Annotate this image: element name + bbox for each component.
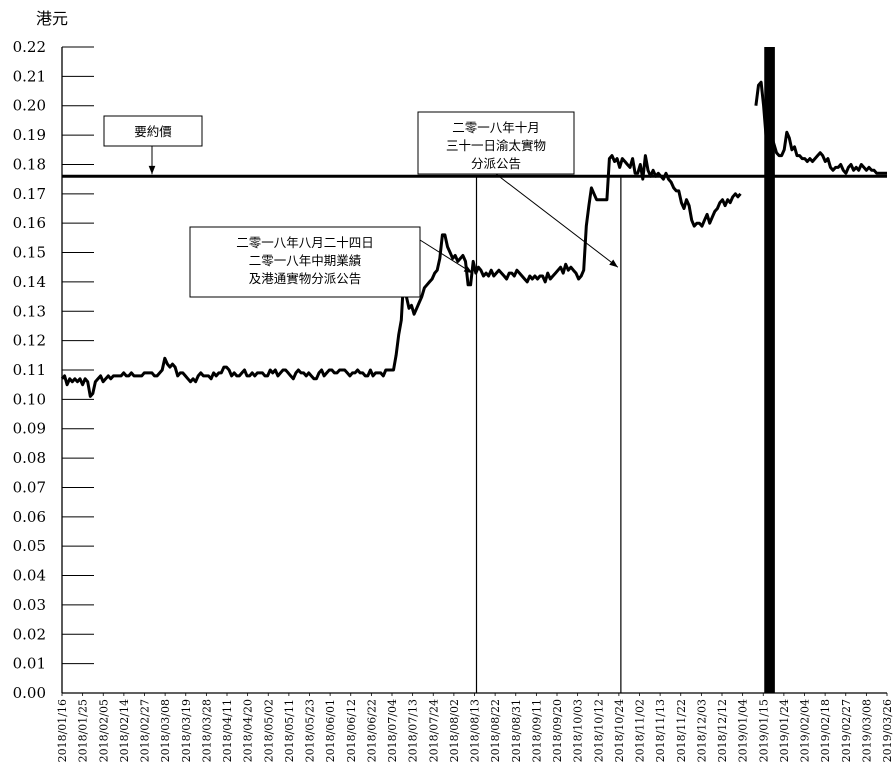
- x-tick-label: 2018/01/25: [77, 699, 90, 762]
- x-tick-label: 2018/08/13: [469, 699, 482, 762]
- offer-price-arrow-head: [148, 165, 156, 175]
- x-tick-label: 2019/02/18: [819, 699, 832, 762]
- x-tick-label: 2018/12/12: [716, 699, 729, 762]
- x-tick-label: 2018/09/20: [551, 699, 564, 762]
- x-tick-label: 2018/10/24: [613, 699, 626, 762]
- x-tick-label: 2018/10/03: [572, 699, 585, 762]
- x-tick-label: 2018/08/31: [510, 699, 523, 762]
- distribution-annotation-text: 三十一日渝太實物: [446, 138, 546, 153]
- x-tick-label: 2018/05/02: [262, 699, 275, 762]
- x-tick-label: 2018/03/19: [180, 699, 193, 762]
- interim-results-annotation-text: 二零一八年中期業績: [249, 253, 362, 268]
- plot-area: [60, 47, 887, 693]
- y-tick-label: 0.20: [13, 97, 46, 115]
- x-tick-label: 2018/08/02: [448, 699, 461, 762]
- x-tick-label: 2018/07/24: [427, 699, 440, 762]
- x-tick-label: 2019/02/27: [840, 699, 853, 762]
- x-tick-label: 2018/06/01: [324, 699, 337, 762]
- x-tick-label: 2018/03/08: [159, 699, 172, 762]
- y-tick-label: 0.16: [13, 214, 46, 232]
- distribution-arrow-head: [609, 259, 618, 268]
- x-tick-label: 2019/01/15: [757, 699, 770, 762]
- y-tick-label: 0.00: [13, 684, 46, 702]
- offer-price-label: [103, 115, 203, 147]
- y-tick-label: 0.04: [13, 567, 46, 585]
- y-tick-label: 0.08: [13, 449, 46, 467]
- x-tick-label: 2018/01/16: [56, 699, 69, 762]
- y-tick-label: 0.02: [13, 625, 46, 643]
- y-tick-label: 0.01: [13, 655, 46, 673]
- interim-results-arrow: [419, 239, 473, 274]
- x-tick-label: 2018/07/04: [386, 699, 399, 762]
- interim-results-annotation-text: 及港通實物分派公告: [249, 271, 362, 286]
- x-tick-label: 2019/01/04: [737, 699, 750, 762]
- x-tick-label: 2018/10/12: [592, 699, 605, 762]
- y-tick-label: 0.18: [13, 155, 46, 173]
- y-tick-label: 0.12: [13, 332, 46, 350]
- x-tick-label: 2018/06/12: [345, 699, 358, 762]
- y-tick-label: 0.22: [13, 38, 46, 56]
- y-tick-label: 0.11: [13, 361, 46, 379]
- y-axis: 0.00 0.01 0.02 0.03 0.04 0.05 0.06 0.07 0.08 0.09…: [13, 38, 94, 702]
- x-tick-label: 2018/09/11: [530, 699, 543, 762]
- x-tick-label: 2018/05/23: [304, 699, 317, 762]
- y-axis-label: 港元: [36, 9, 68, 28]
- x-axis: 2018/01/16 2018/01/25 2018/02/05 2018/02/14…: [56, 692, 893, 762]
- distribution-annotation-text: 分派公告: [471, 156, 521, 171]
- x-tick-label: 2019/03/26: [881, 699, 893, 762]
- y-tick-label: 0.15: [13, 244, 46, 262]
- x-tick-label: 2019/03/08: [860, 699, 873, 762]
- offer-price-label-text: 要約價: [134, 124, 172, 139]
- interim-results-annotation: [189, 226, 421, 298]
- x-tick-label: 2018/07/13: [407, 699, 420, 762]
- x-tick-label: 2018/12/03: [695, 699, 708, 762]
- y-tick-label: 0.21: [13, 67, 46, 85]
- y-tick-label: 0.13: [13, 302, 46, 320]
- y-tick-label: 0.19: [13, 126, 46, 144]
- x-tick-label: 2018/02/05: [97, 699, 110, 762]
- x-tick-label: 2019/01/24: [778, 699, 791, 762]
- x-tick-label: 2018/04/11: [221, 699, 234, 762]
- x-tick-label: 2018/02/27: [139, 699, 152, 762]
- y-tick-label: 0.14: [13, 273, 46, 291]
- y-tick-label: 0.17: [13, 185, 46, 203]
- x-tick-label: 2018/05/11: [283, 699, 296, 762]
- share-price-line: [60, 80, 887, 398]
- x-tick-label: 2018/11/02: [634, 699, 647, 762]
- x-tick-label: 2018/03/28: [200, 699, 213, 762]
- interim-results-arrow-head: [463, 265, 473, 274]
- x-tick-label: 2018/06/22: [365, 699, 378, 762]
- suspension-band: [764, 47, 775, 693]
- y-tick-label: 0.03: [13, 596, 46, 614]
- x-tick-label: 2019/02/04: [799, 699, 812, 762]
- y-tick-label: 0.09: [13, 420, 46, 438]
- x-tick-label: 2018/04/20: [242, 699, 255, 762]
- distribution-annotation-text: 二零一八年十月: [452, 120, 540, 135]
- y-tick-label: 0.05: [13, 537, 46, 555]
- x-tick-label: 2018/11/22: [675, 699, 688, 762]
- y-tick-label: 0.10: [13, 390, 46, 408]
- distribution-arrow: [495, 173, 619, 268]
- y-tick-label: 0.06: [13, 508, 46, 526]
- x-tick-label: 2018/08/22: [489, 699, 502, 762]
- y-tick-label: 0.07: [13, 478, 46, 496]
- x-tick-label: 2018/02/14: [118, 699, 131, 762]
- distribution-annotation: [417, 111, 575, 175]
- interim-results-annotation-text: 二零一八年八月二十四日: [236, 235, 374, 250]
- x-tick-label: 2018/11/13: [654, 699, 667, 762]
